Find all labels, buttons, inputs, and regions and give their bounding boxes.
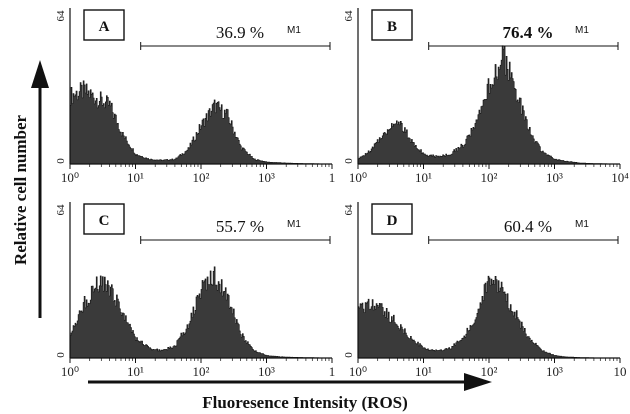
panel-c-histogram: [69, 266, 332, 359]
x-axis-arrow: [88, 373, 492, 391]
panel-a-x-tick-label: 1: [329, 170, 336, 185]
panel-b-histogram: [357, 45, 620, 165]
panel-d-x-tick-label: 10⁰: [349, 364, 367, 379]
panel-b-y-tick-label: 0: [343, 158, 355, 164]
panel-d-gate-name: M1: [575, 219, 589, 230]
panel-a-histogram: [69, 80, 332, 165]
panel-b-gate-percent: 76.4 %: [503, 23, 554, 42]
panel-b-x-tick-label: 10⁴: [611, 170, 629, 185]
panel-a-x-tick-label: 10²: [193, 170, 210, 185]
panel-d-letter-box: [371, 203, 413, 235]
panel-b-y-tick-label: 64: [343, 10, 355, 22]
panel-b-letter-box: [371, 9, 413, 41]
panel-c-x-tick-label: 10³: [258, 364, 275, 379]
panel-c-x-tick-label: 1: [329, 364, 336, 379]
panel-a-y-tick-label: 64: [55, 10, 67, 22]
panel-c-y-tick-label: 64: [55, 204, 67, 216]
panel-b-gate-name: M1: [575, 25, 589, 36]
panel-a-letter: A: [99, 19, 110, 35]
panel-a-gate-percent: 36.9 %: [216, 23, 264, 42]
panel-c-x-tick-label: 10⁰: [61, 364, 79, 379]
panel-c-gate-percent: 55.7 %: [216, 217, 264, 236]
panel-a: 10⁰ 10¹ 10² 10³ 1 0 64 A 36.9 % M1: [55, 8, 335, 185]
panel-c-letter-box: [83, 203, 125, 235]
y-axis-title: Relative cell number: [11, 114, 30, 265]
panel-c-letter: C: [99, 213, 110, 229]
panel-c-gate-name: M1: [287, 219, 301, 230]
panel-b-x-tick-label: 10²: [481, 170, 498, 185]
panel-d-y-tick-label: 64: [343, 204, 355, 216]
y-axis-arrow: [31, 60, 49, 318]
panel-d-gate-percent: 60.4 %: [504, 217, 552, 236]
panel-c-y-tick-label: 0: [55, 352, 67, 358]
panel-a-x-tick-label: 10⁰: [61, 170, 79, 185]
panel-d-x-tick-label: 10³: [546, 364, 563, 379]
panel-a-x-tick-label: 10¹: [127, 170, 144, 185]
panel-a-gate-name: M1: [287, 25, 301, 36]
panel-a-y-tick-label: 0: [55, 158, 67, 164]
panel-c-x-tick-label: 10¹: [127, 364, 144, 379]
panel-d-histogram: [357, 275, 620, 359]
panel-d: 10⁰ 10¹ 10² 10³ 10 0 64 D 60.4 % M1: [343, 202, 627, 379]
panel-d-x-tick-label: 10: [614, 364, 627, 379]
panel-d-x-tick-label: 10¹: [415, 364, 432, 379]
panel-c: 10⁰ 10¹ 10² 10³ 1 0 64 C 55.7 % M1: [55, 202, 335, 379]
panel-d-letter: D: [387, 213, 398, 229]
x-axis-title: Fluoresence Intensity (ROS): [202, 393, 408, 412]
panel-b-letter: B: [387, 19, 397, 35]
panel-b-x-tick-label: 10³: [546, 170, 563, 185]
panel-d-x-tick-label: 10²: [481, 364, 498, 379]
panel-d-y-tick-label: 0: [343, 352, 355, 358]
panel-c-x-tick-label: 10²: [193, 364, 210, 379]
panel-b-x-tick-label: 10¹: [415, 170, 432, 185]
panel-a-x-tick-label: 10³: [258, 170, 275, 185]
panel-b: 10⁰ 10¹ 10² 10³ 10⁴ 0 64 B 76.4 % M1: [343, 8, 629, 185]
panel-a-letter-box: [83, 9, 125, 41]
panel-b-x-tick-label: 10⁰: [349, 170, 367, 185]
